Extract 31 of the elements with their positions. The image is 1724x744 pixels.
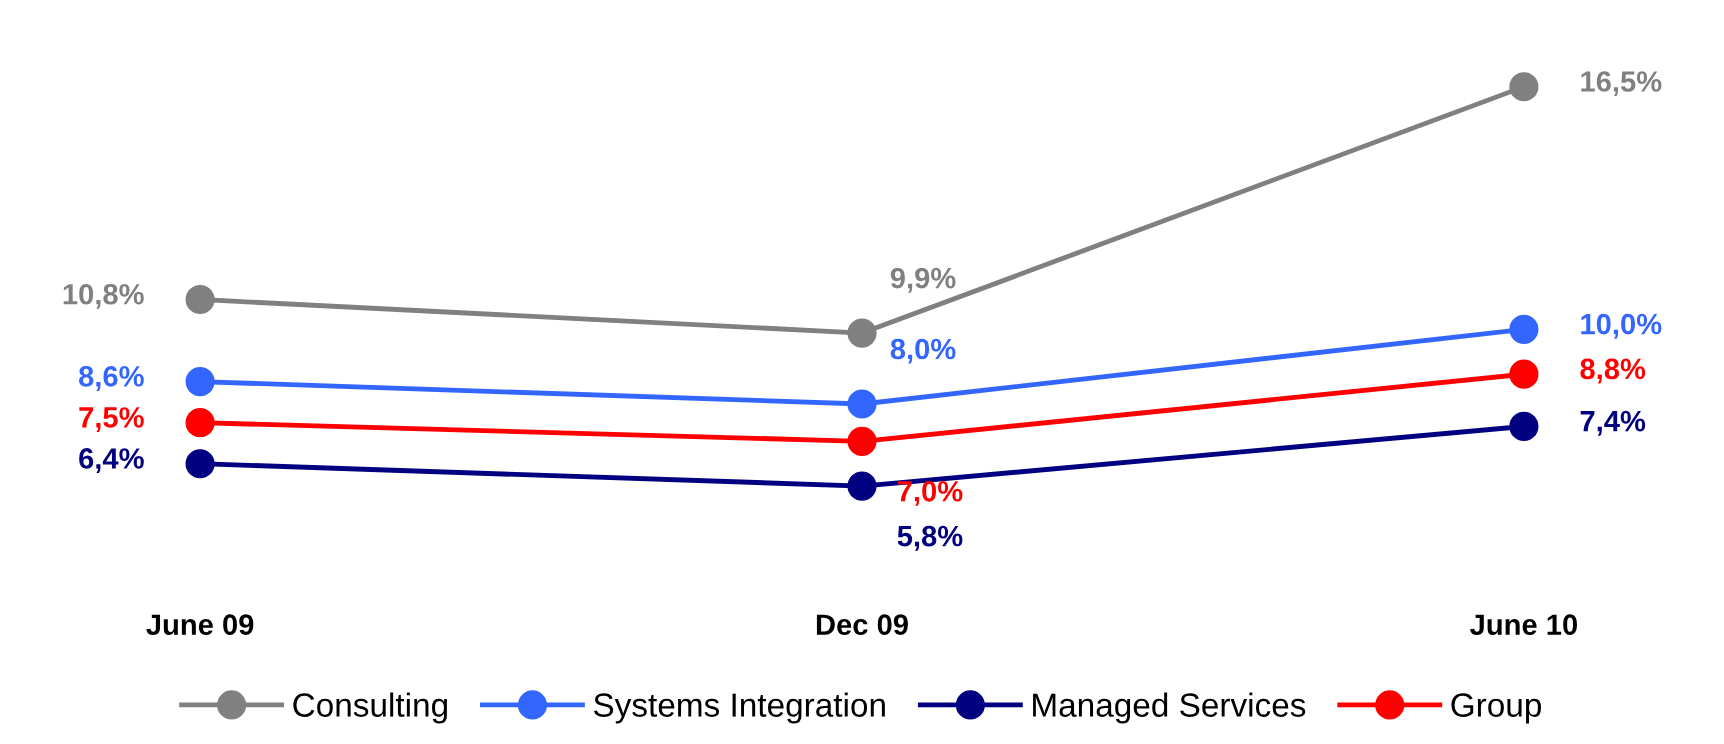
legend-label: Consulting: [293, 692, 447, 724]
data-label: 5,8%: [897, 525, 963, 551]
x-tick-label: June 09: [146, 614, 254, 635]
data-label: 9,9%: [890, 267, 956, 293]
point: [847, 389, 877, 419]
data-label: 7,0%: [897, 480, 963, 506]
data-label: 8,6%: [79, 366, 144, 391]
data-label: 10,8%: [63, 283, 144, 309]
point: [1509, 411, 1539, 441]
data-label: 7,4%: [1580, 410, 1646, 436]
data-label: 8,0%: [890, 338, 956, 364]
point: [847, 318, 877, 348]
data-label: 10,0%: [1581, 313, 1662, 339]
point: [847, 426, 877, 456]
data-label: 6,4%: [79, 448, 144, 473]
data-label: 7,5%: [79, 407, 144, 432]
point: [847, 471, 877, 501]
point: [185, 284, 215, 315]
x-tick-label: June 10: [1470, 614, 1578, 635]
legend-label: Group: [1451, 693, 1541, 724]
point: [1509, 359, 1539, 389]
data-label: 16,5%: [1581, 71, 1662, 97]
point: [1509, 72, 1539, 102]
data-label: 8,8%: [1580, 358, 1646, 384]
point: [1509, 314, 1539, 344]
point: [185, 408, 215, 438]
point: [185, 449, 215, 479]
point: [185, 367, 215, 397]
legend-label: Systems Integration: [593, 692, 885, 724]
legend-label: Managed Services: [1033, 692, 1306, 724]
x-tick-label: Dec 09: [816, 614, 908, 635]
